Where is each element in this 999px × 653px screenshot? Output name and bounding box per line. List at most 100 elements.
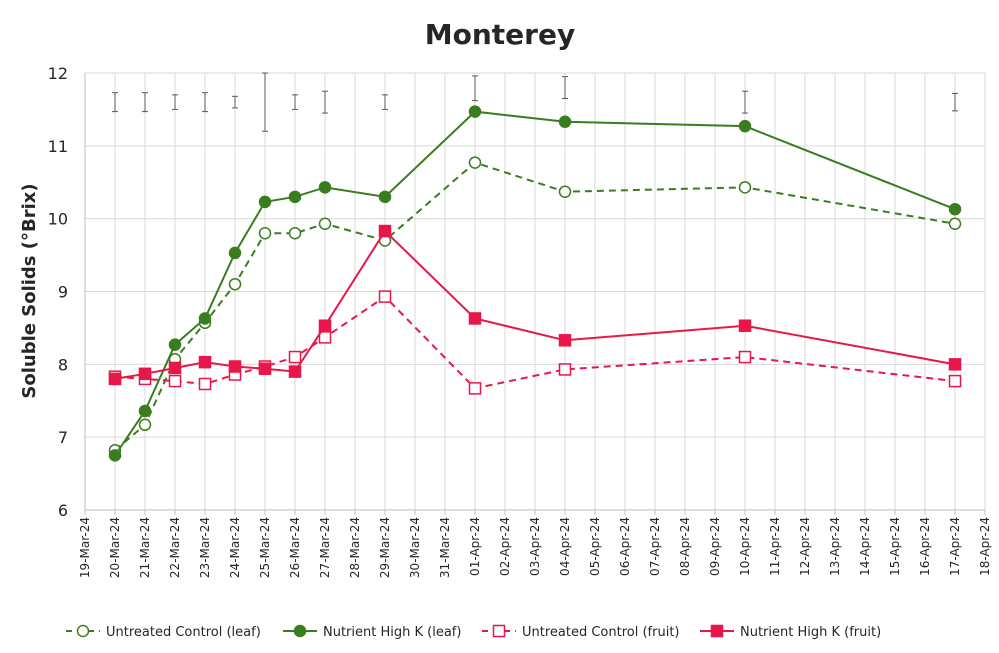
data-point xyxy=(138,418,152,432)
x-tick-label: 20-Mar-24 xyxy=(108,517,122,578)
data-point xyxy=(228,360,242,373)
y-axis-title: Soluble Solids (°Brix) xyxy=(19,183,40,398)
x-tick-label: 05-Apr-24 xyxy=(588,517,602,576)
x-tick-label: 18-Apr-24 xyxy=(978,517,992,576)
data-point xyxy=(468,312,482,325)
x-tick-labels: 19-Mar-24 20-Mar-24 21-Mar-24 22-Mar-24 23-M… xyxy=(78,517,992,578)
data-point xyxy=(948,358,962,371)
error-bar xyxy=(112,92,118,113)
data-point xyxy=(108,449,122,462)
data-point xyxy=(468,156,482,169)
data-point xyxy=(738,181,752,194)
y-tick-label: 8 xyxy=(58,355,68,374)
x-tick-label: 16-Apr-24 xyxy=(918,517,932,576)
x-tick-label: 29-Mar-24 xyxy=(378,517,392,578)
x-tick-label: 11-Apr-24 xyxy=(768,517,782,576)
data-point xyxy=(558,115,572,129)
data-point xyxy=(948,202,962,216)
x-tick-label: 23-Mar-24 xyxy=(198,517,212,578)
legend-swatch-marker xyxy=(293,624,307,638)
y-tick-labels: 6 7 8 9 10 11 12 xyxy=(48,64,68,520)
x-tick-label: 03-Apr-24 xyxy=(528,517,542,576)
y-tick-label: 12 xyxy=(48,64,68,83)
x-tick-label: 25-Mar-24 xyxy=(258,517,272,578)
y-tick-label: 6 xyxy=(58,501,68,520)
legend-label: Untreated Control (leaf) xyxy=(106,625,261,640)
data-point xyxy=(168,361,182,375)
x-tick-label: 14-Apr-24 xyxy=(858,517,872,576)
data-point xyxy=(378,224,392,238)
data-point xyxy=(138,367,152,381)
x-tick-label: 28-Mar-24 xyxy=(348,517,362,578)
error-bar xyxy=(262,72,268,132)
x-tick-label: 06-Apr-24 xyxy=(618,517,632,576)
data-point xyxy=(168,338,182,351)
error-bar xyxy=(742,90,748,114)
x-tick-label: 26-Mar-24 xyxy=(288,517,302,578)
legend-item: Nutrient High K (leaf) xyxy=(283,624,461,640)
series-nutrient-high-k-fruit xyxy=(108,224,962,386)
error-bar xyxy=(232,95,238,109)
x-tick-label: 08-Apr-24 xyxy=(678,517,692,576)
x-tick-label: 10-Apr-24 xyxy=(738,517,752,576)
data-point xyxy=(378,190,392,204)
x-tick-label: 02-Apr-24 xyxy=(498,517,512,576)
data-point xyxy=(228,246,242,260)
x-tick-label: 15-Apr-24 xyxy=(888,517,902,576)
series-nutrient-high-k-leaf xyxy=(108,105,962,462)
error-bar xyxy=(172,94,178,110)
legend-label: Untreated Control (fruit) xyxy=(522,625,680,640)
x-tick-label: 21-Mar-24 xyxy=(138,517,152,578)
data-point xyxy=(948,217,962,231)
data-point xyxy=(558,185,572,198)
y-tick-label: 10 xyxy=(48,210,68,229)
data-point xyxy=(198,377,212,391)
data-point xyxy=(258,195,272,209)
error-bars xyxy=(112,72,958,132)
legend-item: Untreated Control (leaf) xyxy=(66,624,261,640)
data-point xyxy=(558,363,572,376)
y-tick-label: 7 xyxy=(58,428,68,447)
series-group xyxy=(108,105,962,462)
data-point xyxy=(228,277,242,291)
data-point xyxy=(318,331,332,344)
legend-swatch-marker xyxy=(76,624,90,638)
data-point xyxy=(948,374,962,388)
data-point xyxy=(558,334,572,347)
x-tick-label: 09-Apr-24 xyxy=(708,517,722,576)
legend-swatch-marker xyxy=(492,624,506,638)
x-tick-label: 13-Apr-24 xyxy=(828,517,842,576)
data-point xyxy=(738,319,752,332)
data-point xyxy=(108,372,122,386)
x-tick-label: 01-Apr-24 xyxy=(468,517,482,576)
error-bar xyxy=(382,94,388,110)
x-tick-label: 30-Mar-24 xyxy=(408,517,422,578)
error-bar xyxy=(472,75,478,102)
legend-label: Nutrient High K (leaf) xyxy=(323,625,461,640)
x-tick-label: 22-Mar-24 xyxy=(168,517,182,578)
x-tick-label: 12-Apr-24 xyxy=(798,517,812,576)
data-point xyxy=(318,217,332,231)
chart-title: Monterey xyxy=(425,18,575,51)
data-point xyxy=(138,404,152,418)
legend-item: Nutrient High K (fruit) xyxy=(700,624,881,640)
data-point xyxy=(168,374,182,388)
error-bar xyxy=(142,92,148,113)
legend-item: Untreated Control (fruit) xyxy=(482,624,680,640)
x-tick-label: 07-Apr-24 xyxy=(648,517,662,576)
data-point xyxy=(198,355,212,369)
legend-label: Nutrient High K (fruit) xyxy=(740,625,881,640)
data-point xyxy=(468,105,482,118)
data-point xyxy=(198,312,212,325)
x-tick-label: 04-Apr-24 xyxy=(558,517,572,576)
data-point xyxy=(288,190,302,204)
error-bar xyxy=(322,90,328,114)
data-point xyxy=(468,382,482,395)
x-tick-label: 17-Apr-24 xyxy=(948,517,962,576)
x-tick-label: 27-Mar-24 xyxy=(318,517,332,578)
axes xyxy=(84,73,986,515)
data-point xyxy=(288,226,302,240)
data-point xyxy=(288,365,302,378)
